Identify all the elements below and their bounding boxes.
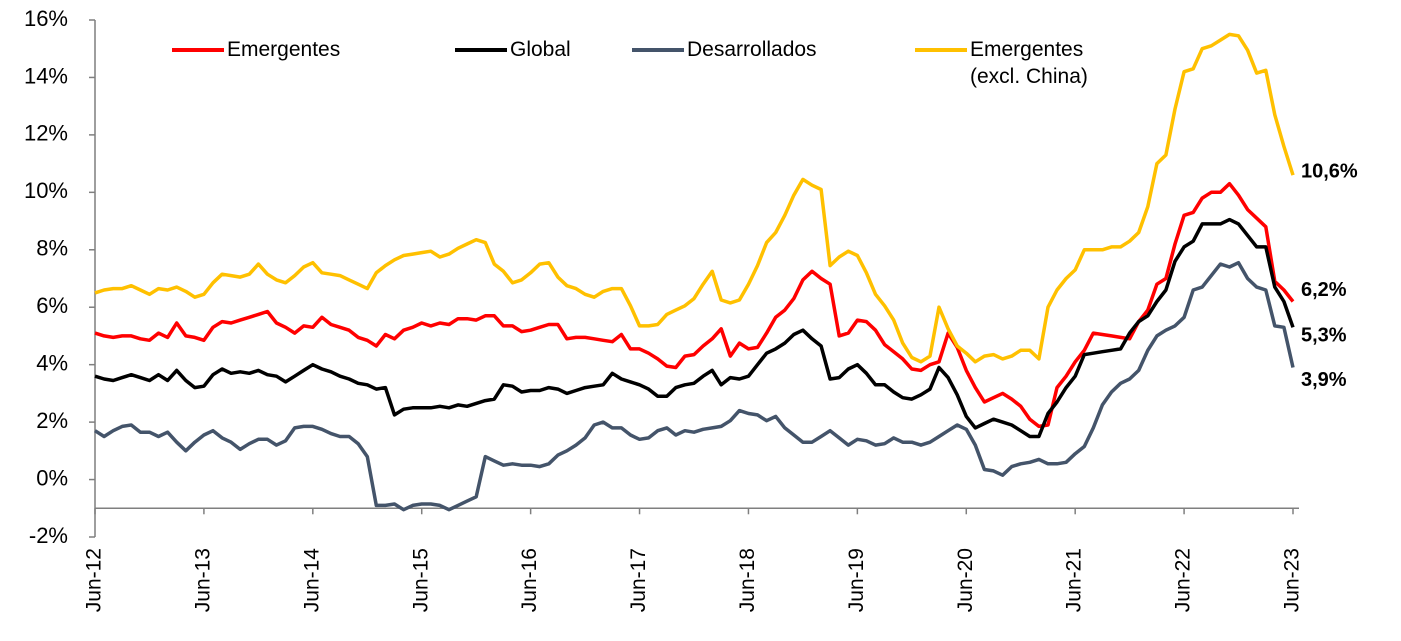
legend-swatch [632, 48, 684, 52]
x-tick-label: Jun-12 [83, 548, 106, 612]
x-tick-label: Jun-22 [1172, 548, 1195, 612]
y-tick-label: 10% [24, 178, 68, 203]
x-tick-label: Jun-16 [518, 548, 541, 612]
legend-item: Desarrollados [632, 36, 819, 63]
y-tick-label: 8% [36, 236, 68, 261]
y-tick-label: 14% [24, 63, 68, 88]
x-tick-label: Jun-14 [300, 548, 323, 613]
series-line [94, 32, 1295, 364]
legend-item: Emergentes (excl. China) [915, 36, 1102, 90]
y-tick-label: -2% [29, 523, 68, 548]
end-label: 10,6% [1301, 160, 1358, 182]
series-line [94, 181, 1295, 429]
series-line [94, 260, 1295, 512]
end-label: 6,2% [1301, 279, 1347, 301]
series-line [94, 217, 1295, 439]
y-tick-label: 4% [36, 350, 68, 375]
legend-label: Emergentes (excl. China) [970, 38, 1088, 88]
legend-item: Emergentes [172, 36, 359, 63]
x-tick-label: Jun-19 [845, 548, 868, 612]
legend-swatch [915, 48, 967, 52]
x-tick-label: Jun-23 [1281, 548, 1304, 612]
legend-label: Desarrollados [687, 38, 817, 61]
y-tick-label: 2% [36, 408, 68, 433]
x-tick-label: Jun-18 [736, 548, 759, 612]
y-tick-label: 0% [36, 465, 68, 490]
legend-label: Global [510, 38, 571, 61]
x-tick-label: Jun-13 [191, 548, 214, 612]
x-tick-label: Jun-15 [409, 548, 432, 612]
legend-item: Global [455, 36, 642, 63]
x-tick-label: Jun-21 [1063, 548, 1086, 612]
end-label: 3,9% [1301, 369, 1347, 391]
x-tick-label: Jun-20 [954, 548, 977, 612]
legend-label: Emergentes [227, 38, 341, 61]
y-tick-label: 16% [24, 6, 68, 31]
y-tick-label: 6% [36, 293, 68, 318]
y-tick-label: 12% [24, 121, 68, 146]
legend-swatch [172, 48, 224, 52]
x-tick-label: Jun-17 [627, 548, 650, 612]
legend-swatch [455, 48, 507, 52]
end-label: 5,3% [1301, 325, 1347, 347]
